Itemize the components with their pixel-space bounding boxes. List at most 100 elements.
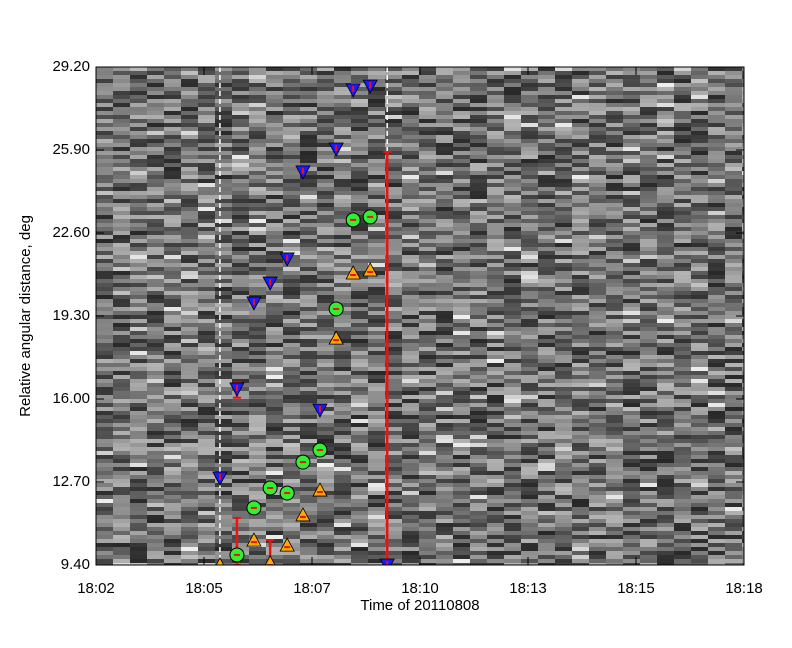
noise-cell — [555, 267, 573, 272]
noise-cell — [742, 407, 744, 412]
noise-cell — [351, 483, 369, 488]
noise-cell — [164, 75, 182, 80]
noise-cell — [283, 319, 301, 324]
noise-cell — [300, 371, 318, 376]
noise-cell — [147, 275, 165, 280]
noise-cell — [164, 503, 182, 508]
noise-cell — [487, 311, 505, 316]
noise-cell — [334, 231, 352, 236]
noise-cell — [96, 91, 114, 96]
noise-cell — [708, 487, 726, 492]
noise-cell — [606, 499, 624, 504]
noise-cell — [113, 555, 131, 560]
noise-cell — [164, 475, 182, 480]
noise-cell — [640, 447, 658, 452]
noise-cell — [249, 303, 267, 308]
noise-cell — [504, 539, 522, 544]
noise-cell — [130, 463, 148, 468]
noise-cell — [470, 387, 488, 392]
noise-cell — [215, 79, 233, 84]
noise-cell — [266, 123, 284, 128]
noise-cell — [589, 251, 607, 256]
noise-cell — [232, 179, 250, 184]
noise-cell — [181, 87, 199, 92]
noise-cell — [351, 539, 369, 544]
noise-cell — [589, 275, 607, 280]
noise-cell — [538, 311, 556, 316]
noise-cell — [198, 383, 216, 388]
noise-cell — [130, 223, 148, 228]
noise-cell — [538, 471, 556, 476]
noise-cell — [470, 555, 488, 560]
noise-cell — [691, 183, 709, 188]
noise-cell — [606, 467, 624, 472]
noise-cell — [674, 551, 692, 556]
noise-cell — [470, 243, 488, 248]
noise-cell — [385, 499, 403, 504]
noise-cell — [555, 467, 573, 472]
noise-cell — [657, 323, 675, 328]
noise-cell — [606, 459, 624, 464]
noise-cell — [640, 67, 658, 72]
noise-cell — [334, 471, 352, 476]
noise-cell — [181, 539, 199, 544]
noise-cell — [453, 75, 471, 80]
noise-cell — [385, 379, 403, 384]
noise-cell — [351, 87, 369, 92]
noise-cell — [725, 371, 743, 376]
noise-cell — [334, 247, 352, 252]
noise-cell — [249, 547, 267, 552]
noise-cell — [317, 287, 335, 292]
noise-cell — [385, 187, 403, 192]
noise-cell — [708, 471, 726, 476]
noise-cell — [113, 463, 131, 468]
noise-cell — [487, 431, 505, 436]
noise-cell — [606, 331, 624, 336]
noise-cell — [130, 359, 148, 364]
noise-cell — [436, 415, 454, 420]
noise-cell — [674, 443, 692, 448]
noise-cell — [164, 259, 182, 264]
noise-cell — [538, 207, 556, 212]
noise-cell — [164, 387, 182, 392]
noise-cell — [453, 391, 471, 396]
noise-cell — [317, 471, 335, 476]
noise-cell — [198, 283, 216, 288]
noise-cell — [453, 519, 471, 524]
noise-cell — [725, 175, 743, 180]
noise-cell — [300, 239, 318, 244]
noise-cell — [572, 351, 590, 356]
noise-cell — [147, 515, 165, 520]
noise-cell — [555, 455, 573, 460]
noise-cell — [96, 195, 114, 200]
noise-cell — [674, 427, 692, 432]
noise-cell — [368, 287, 386, 292]
noise-cell — [657, 95, 675, 100]
noise-cell — [674, 123, 692, 128]
noise-cell — [181, 131, 199, 136]
noise-cell — [113, 107, 131, 112]
noise-cell — [351, 287, 369, 292]
noise-cell — [130, 307, 148, 312]
noise-cell — [606, 411, 624, 416]
noise-cell — [606, 539, 624, 544]
noise-cell — [623, 335, 641, 340]
noise-cell — [300, 211, 318, 216]
noise-cell — [164, 539, 182, 544]
noise-cell — [538, 307, 556, 312]
noise-cell — [470, 487, 488, 492]
noise-cell — [453, 79, 471, 84]
noise-cell — [419, 155, 437, 160]
noise-cell — [487, 323, 505, 328]
noise-cell — [657, 451, 675, 456]
noise-cell — [521, 343, 539, 348]
noise-cell — [96, 459, 114, 464]
noise-cell — [181, 127, 199, 132]
noise-cell — [657, 515, 675, 520]
noise-cell — [521, 191, 539, 196]
noise-cell — [283, 467, 301, 472]
noise-cell — [436, 435, 454, 440]
noise-cell — [589, 135, 607, 140]
noise-cell — [266, 263, 284, 268]
noise-cell — [470, 499, 488, 504]
